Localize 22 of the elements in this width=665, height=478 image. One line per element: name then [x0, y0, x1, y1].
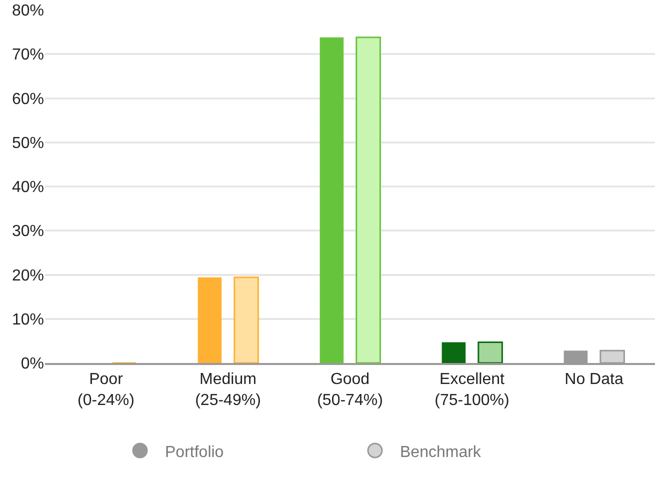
y-tick-label: 70% [12, 46, 44, 64]
x-tick-label: No Data [564, 371, 624, 388]
bar [356, 36, 381, 363]
x-tick-label: Poor (0-24%) [78, 371, 134, 409]
bar [320, 37, 344, 363]
x-tick-label: Excellent (75-100%) [434, 371, 510, 409]
y-tick-label: 50% [12, 134, 44, 152]
y-tick-label: 30% [12, 223, 44, 240]
y-tick-label: 20% [12, 267, 44, 284]
bar [198, 277, 222, 363]
legend-label: Portfolio [165, 444, 224, 461]
x-tick-label: Medium (25-49%) [195, 371, 261, 409]
y-tick-label: 0% [20, 356, 44, 373]
y-tick-label: 40% [12, 179, 44, 196]
y-tick-label: 80% [12, 2, 44, 20]
y-tick-label: 10% [12, 311, 44, 328]
bar [442, 342, 466, 363]
bar [234, 276, 259, 363]
legend-label: Benchmark [400, 444, 482, 461]
bar [478, 342, 503, 363]
x-tick-label: Good (50-74%) [317, 371, 383, 409]
y-tick-label: 60% [12, 90, 44, 108]
